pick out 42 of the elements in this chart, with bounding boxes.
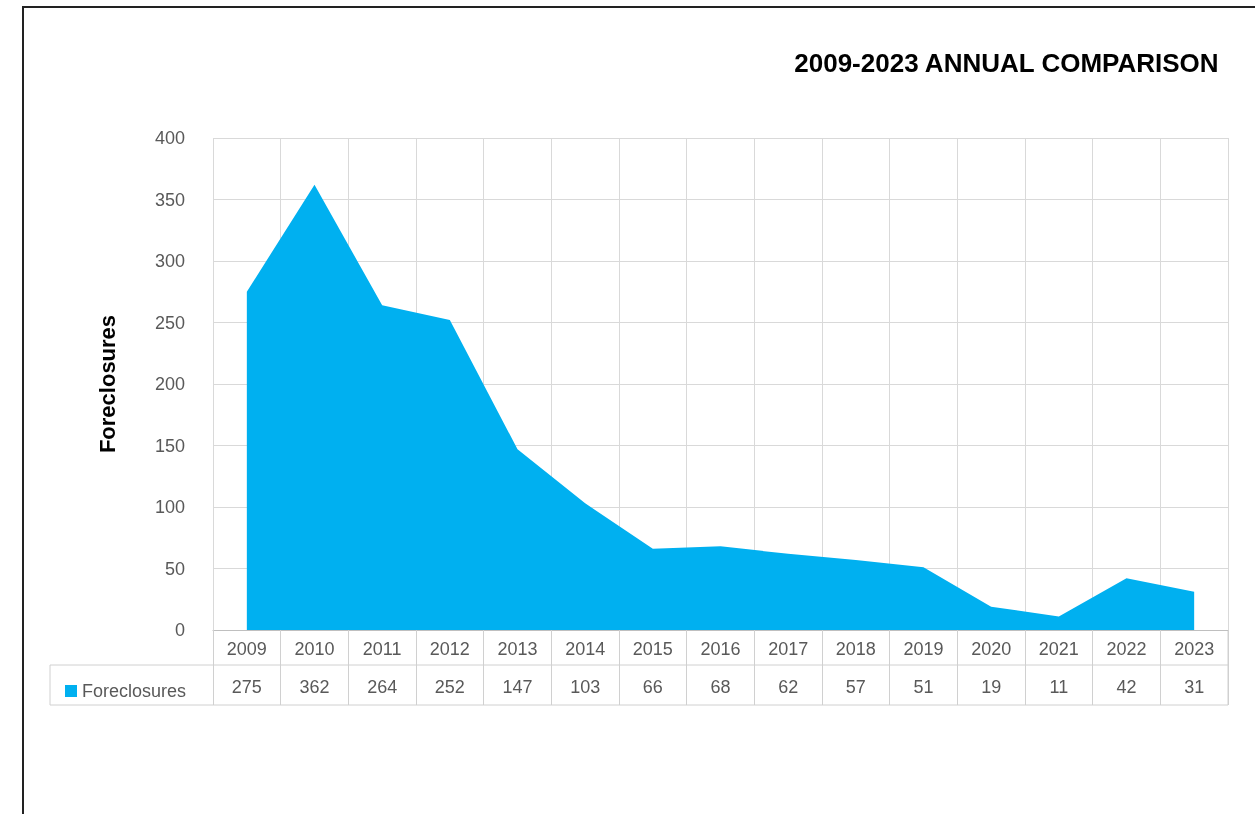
data-label: 57 bbox=[845, 677, 866, 697]
y-tick-label: 100 bbox=[154, 497, 185, 517]
y-tick-label: 0 bbox=[174, 620, 185, 640]
x-tick-label: 2017 bbox=[768, 639, 809, 659]
y-axis-title: Foreclosures bbox=[94, 314, 120, 454]
x-tick-label: 2016 bbox=[700, 639, 741, 659]
data-label: 362 bbox=[299, 677, 330, 697]
x-tick-label: 2013 bbox=[497, 639, 538, 659]
x-tick-label: 2020 bbox=[971, 639, 1012, 659]
x-tick-label: 2019 bbox=[903, 639, 944, 659]
y-tick-label: 300 bbox=[154, 251, 185, 271]
x-tick-label: 2009 bbox=[226, 639, 267, 659]
x-tick-label: 2018 bbox=[835, 639, 876, 659]
data-label: 275 bbox=[231, 677, 262, 697]
y-tick-label: 350 bbox=[154, 189, 185, 210]
data-label: 68 bbox=[710, 677, 731, 697]
data-label: 42 bbox=[1116, 677, 1137, 697]
y-tick-label: 50 bbox=[164, 558, 185, 579]
data-label: 19 bbox=[981, 677, 1002, 697]
legend-label: Foreclosures bbox=[82, 681, 187, 701]
x-tick-label: 2011 bbox=[362, 639, 402, 659]
x-tick-label: 2010 bbox=[294, 639, 335, 659]
data-label: 252 bbox=[434, 677, 465, 697]
y-tick-label: 150 bbox=[154, 435, 185, 456]
x-tick-label: 2022 bbox=[1106, 639, 1147, 659]
data-label: 51 bbox=[913, 677, 934, 697]
y-tick-label: 200 bbox=[154, 374, 185, 394]
x-tick-label: 2015 bbox=[632, 639, 673, 659]
x-tick-label: 2023 bbox=[1174, 639, 1215, 659]
data-label: 66 bbox=[642, 677, 663, 697]
y-tick-label: 400 bbox=[154, 128, 185, 148]
data-label: 147 bbox=[502, 677, 533, 697]
data-label: 62 bbox=[778, 677, 799, 697]
data-label: 31 bbox=[1184, 677, 1205, 697]
data-label: 264 bbox=[367, 677, 398, 697]
data-label: 11 bbox=[1049, 677, 1069, 697]
x-tick-label: 2014 bbox=[565, 639, 606, 659]
chart-title: 2009-2023 ANNUAL COMPARISON bbox=[794, 48, 1219, 78]
x-tick-label: 2012 bbox=[429, 639, 470, 659]
y-tick-label: 250 bbox=[154, 312, 185, 333]
data-label: 103 bbox=[570, 677, 601, 697]
x-tick-label: 2021 bbox=[1038, 639, 1079, 659]
